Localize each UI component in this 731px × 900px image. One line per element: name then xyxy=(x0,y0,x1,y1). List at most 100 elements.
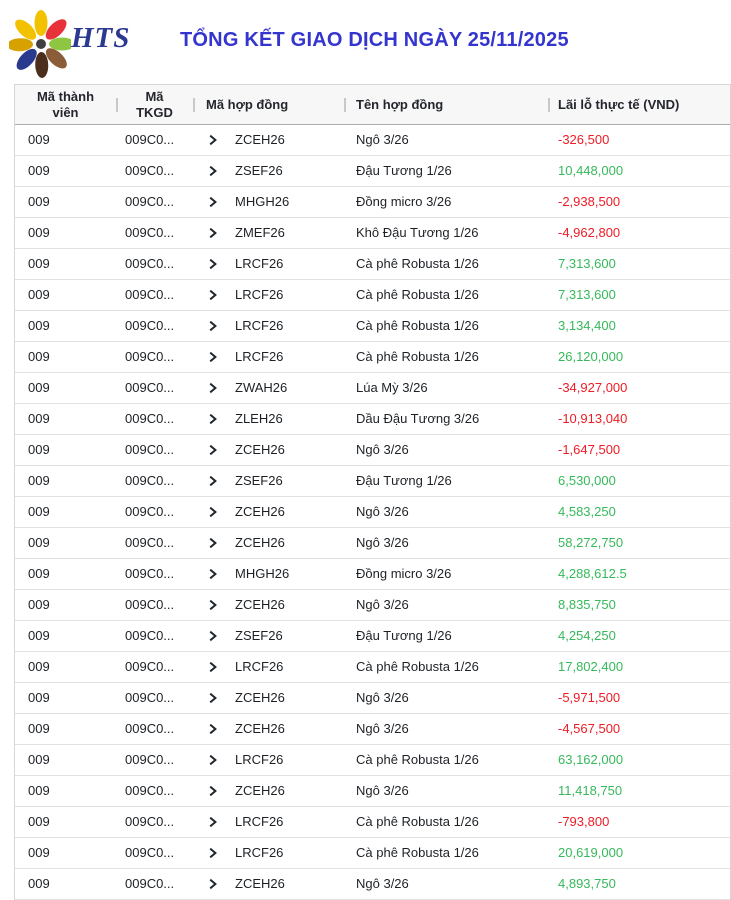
contract-code-cell: LRCF26 xyxy=(193,807,344,837)
chevron-right-icon[interactable] xyxy=(207,134,219,146)
chevron-right-icon[interactable] xyxy=(207,847,219,859)
member-code-cell: 009 xyxy=(28,349,50,364)
chevron-right-icon[interactable] xyxy=(207,320,219,332)
contract-code-text: ZCEH26 xyxy=(235,876,285,891)
logo-petal xyxy=(15,19,37,40)
trading-account-cell: 009C0... xyxy=(125,132,175,147)
chevron-right-icon[interactable] xyxy=(207,692,219,704)
contract-code-cell: LRCF26 xyxy=(193,745,344,775)
table-row: 009 009C0... ZCEH26 Ngô 3/26 4,583,250 xyxy=(15,497,730,528)
contract-code-text: ZCEH26 xyxy=(235,442,285,457)
chevron-right-icon[interactable] xyxy=(207,723,219,735)
trading-account-cell: 009C0... xyxy=(125,349,175,364)
pnl-value-cell: 10,448,000 xyxy=(558,163,624,178)
chevron-right-icon[interactable] xyxy=(207,258,219,270)
chevron-right-icon[interactable] xyxy=(207,816,219,828)
contract-code-cell: ZCEH26 xyxy=(193,125,344,155)
trading-account-cell: 009C0... xyxy=(125,814,175,829)
member-code-cell: 009 xyxy=(28,814,50,829)
pnl-value-cell: -34,927,000 xyxy=(558,380,628,395)
chevron-right-icon[interactable] xyxy=(207,413,219,425)
table-row: 009 009C0... ZSEF26 Đậu Tương 1/26 6,530… xyxy=(15,466,730,497)
pnl-value-cell: 4,583,250 xyxy=(558,504,616,519)
contract-name-cell: Cà phê Robusta 1/26 xyxy=(356,659,479,674)
column-header-account: Mã TKGD xyxy=(116,85,193,124)
contract-code-cell: LRCF26 xyxy=(193,652,344,682)
contract-name-cell: Ngô 3/26 xyxy=(356,597,409,612)
member-code-cell: 009 xyxy=(28,876,50,891)
contract-code-text: ZLEH26 xyxy=(235,411,283,426)
contract-code-text: LRCF26 xyxy=(235,287,284,302)
trading-account-cell: 009C0... xyxy=(125,845,175,860)
contract-name-cell: Đậu Tương 1/26 xyxy=(356,473,452,488)
contract-code-cell: ZCEH26 xyxy=(193,714,344,744)
contract-code-text: ZCEH26 xyxy=(235,132,285,147)
trading-account-cell: 009C0... xyxy=(125,163,175,178)
chevron-right-icon[interactable] xyxy=(207,196,219,208)
chevron-right-icon[interactable] xyxy=(207,351,219,363)
contract-code-text: ZCEH26 xyxy=(235,535,285,550)
table-row: 009 009C0... ZSEF26 Đậu Tương 1/26 10,44… xyxy=(15,156,730,187)
chevron-right-icon[interactable] xyxy=(207,506,219,518)
table-row: 009 009C0... ZLEH26 Dầu Đậu Tương 3/26 -… xyxy=(15,404,730,435)
trading-account-cell: 009C0... xyxy=(125,535,175,550)
chevron-right-icon[interactable] xyxy=(207,165,219,177)
member-code-cell: 009 xyxy=(28,225,50,240)
table-row: 009 009C0... MHGH26 Đồng micro 3/26 -2,9… xyxy=(15,187,730,218)
member-code-cell: 009 xyxy=(28,597,50,612)
contract-name-cell: Cà phê Robusta 1/26 xyxy=(356,814,479,829)
trading-account-cell: 009C0... xyxy=(125,442,175,457)
chevron-right-icon[interactable] xyxy=(207,444,219,456)
trading-account-cell: 009C0... xyxy=(125,411,175,426)
pnl-value-cell: 26,120,000 xyxy=(558,349,624,364)
member-code-cell: 009 xyxy=(28,752,50,767)
table-row: 009 009C0... LRCF26 Cà phê Robusta 1/26 … xyxy=(15,280,730,311)
pnl-value-cell: -4,962,800 xyxy=(558,225,621,240)
pnl-value-cell: 7,313,600 xyxy=(558,256,616,271)
contract-code-cell: LRCF26 xyxy=(193,342,344,372)
contract-code-text: ZCEH26 xyxy=(235,597,285,612)
contract-code-cell: ZSEF26 xyxy=(193,156,344,186)
contract-code-text: LRCF26 xyxy=(235,256,284,271)
chevron-right-icon[interactable] xyxy=(207,227,219,239)
contract-code-text: ZCEH26 xyxy=(235,690,285,705)
chevron-right-icon[interactable] xyxy=(207,537,219,549)
contract-code-cell: MHGH26 xyxy=(193,187,344,217)
member-code-cell: 009 xyxy=(28,473,50,488)
member-code-cell: 009 xyxy=(28,194,50,209)
table-row: 009 009C0... ZMEF26 Khô Đậu Tương 1/26 -… xyxy=(15,218,730,249)
chevron-right-icon[interactable] xyxy=(207,475,219,487)
chevron-right-icon[interactable] xyxy=(207,382,219,394)
contract-name-cell: Ngô 3/26 xyxy=(356,690,409,705)
chevron-right-icon[interactable] xyxy=(207,599,219,611)
contract-code-cell: ZCEH26 xyxy=(193,683,344,713)
member-code-cell: 009 xyxy=(28,287,50,302)
contract-code-text: ZMEF26 xyxy=(235,225,285,240)
chevron-right-icon[interactable] xyxy=(207,289,219,301)
chevron-right-icon[interactable] xyxy=(207,630,219,642)
table-row: 009 009C0... MHGH26 Đồng micro 3/26 4,28… xyxy=(15,559,730,590)
chevron-right-icon[interactable] xyxy=(207,568,219,580)
hts-logo-icon xyxy=(9,10,71,78)
chevron-right-icon[interactable] xyxy=(207,754,219,766)
trading-account-cell: 009C0... xyxy=(125,318,175,333)
trading-account-cell: 009C0... xyxy=(125,225,175,240)
contract-name-cell: Cà phê Robusta 1/26 xyxy=(356,752,479,767)
brand-text: HTS xyxy=(71,22,131,54)
contract-name-cell: Ngô 3/26 xyxy=(356,535,409,550)
contract-code-cell: ZMEF26 xyxy=(193,218,344,248)
chevron-right-icon[interactable] xyxy=(207,785,219,797)
table-row: 009 009C0... ZCEH26 Ngô 3/26 11,418,750 xyxy=(15,776,730,807)
pnl-value-cell: 8,835,750 xyxy=(558,597,616,612)
contract-code-text: LRCF26 xyxy=(235,659,284,674)
chevron-right-icon[interactable] xyxy=(207,661,219,673)
contract-code-text: LRCF26 xyxy=(235,349,284,364)
chevron-right-icon[interactable] xyxy=(207,878,219,890)
contract-name-cell: Ngô 3/26 xyxy=(356,442,409,457)
contract-code-text: ZSEF26 xyxy=(235,473,283,488)
trading-account-cell: 009C0... xyxy=(125,721,175,736)
trading-account-cell: 009C0... xyxy=(125,287,175,302)
table-header-row: Mã thành viên Mã TKGD Mã hợp đồng Tên hợ… xyxy=(15,85,730,125)
logo-petal xyxy=(16,48,37,70)
